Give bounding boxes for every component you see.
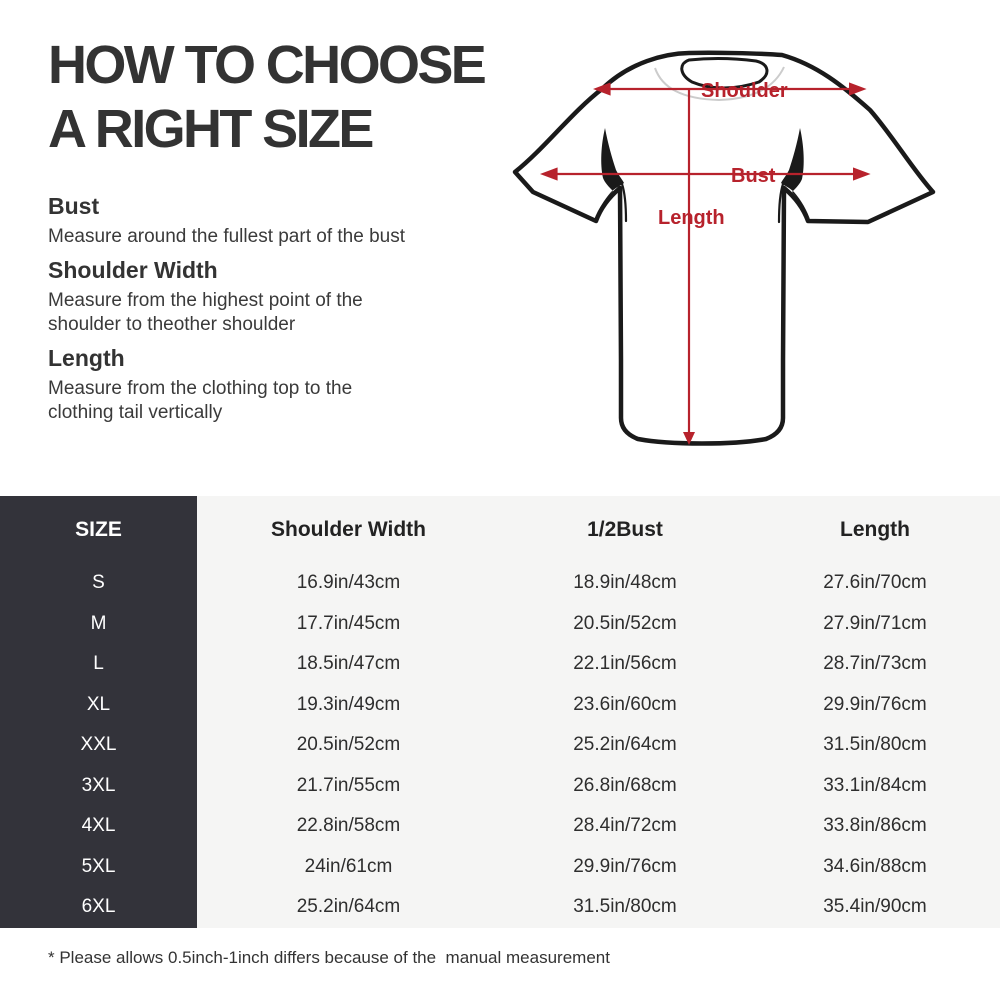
svg-text:Bust: Bust (731, 165, 776, 187)
svg-text:Length: Length (658, 207, 725, 229)
svg-text:Shoulder: Shoulder (701, 80, 788, 102)
